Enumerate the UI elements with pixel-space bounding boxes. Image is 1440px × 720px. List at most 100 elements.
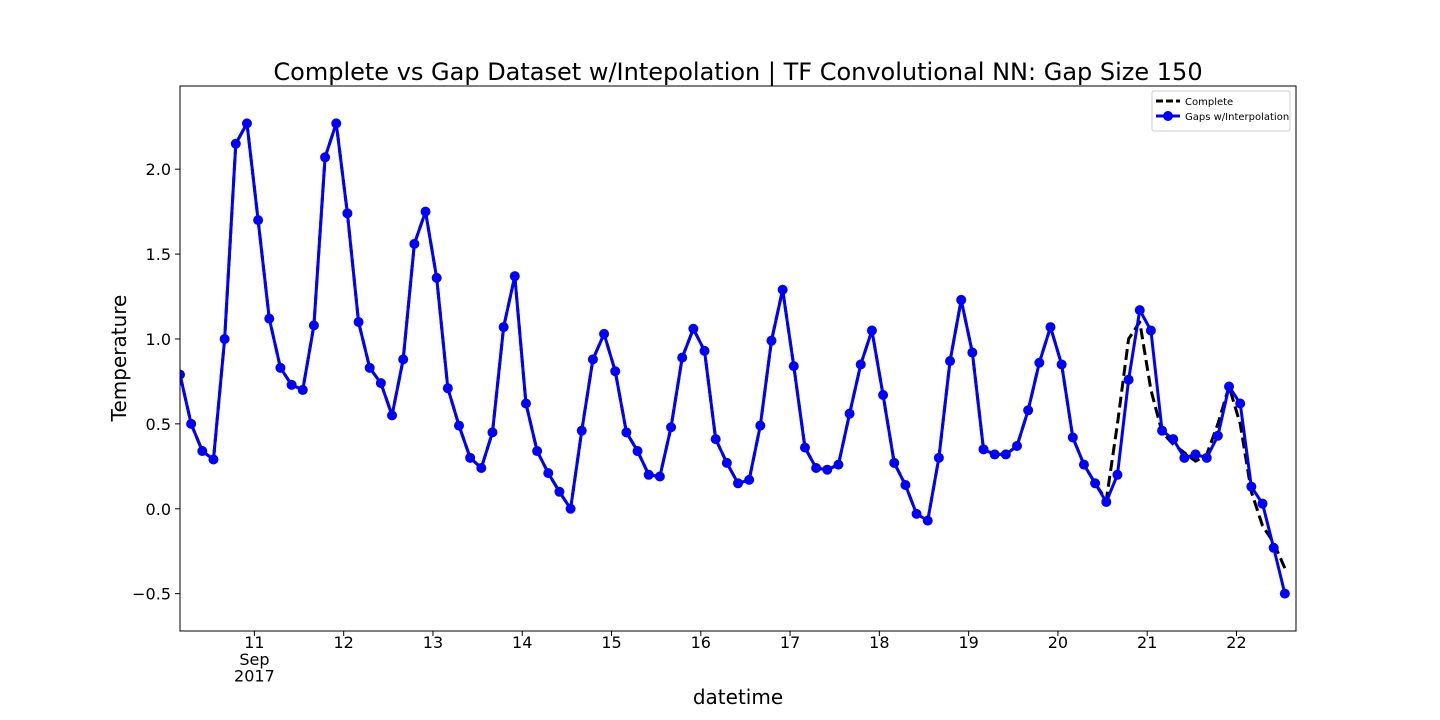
series-marker xyxy=(532,446,543,457)
series-marker xyxy=(230,138,241,149)
series-marker xyxy=(1201,452,1212,463)
x-tick-label: 11 Sep 2017 xyxy=(234,633,275,686)
series-marker xyxy=(632,446,643,457)
series-marker xyxy=(554,486,565,497)
x-tick-label: 16 xyxy=(691,633,711,652)
series-marker xyxy=(1067,432,1078,443)
series-marker xyxy=(967,347,978,358)
y-tick-label: 0.0 xyxy=(146,500,171,519)
series-marker xyxy=(387,410,398,421)
series-marker xyxy=(587,354,598,365)
chart-title: Complete vs Gap Dataset w/Intepolation |… xyxy=(273,58,1202,86)
series-marker xyxy=(1012,440,1022,451)
series-marker xyxy=(320,152,331,163)
series-marker xyxy=(286,379,297,390)
series-marker xyxy=(331,118,342,129)
series-marker xyxy=(777,284,788,295)
series-marker xyxy=(420,206,431,217)
y-tick-label: 1.0 xyxy=(146,330,171,349)
series-marker xyxy=(654,471,665,482)
series-marker xyxy=(1224,381,1235,392)
series-marker xyxy=(565,503,576,514)
series-marker xyxy=(677,352,688,363)
series-marker xyxy=(241,118,252,129)
legend-marker xyxy=(1163,111,1173,121)
series-marker xyxy=(733,478,743,489)
series-marker xyxy=(1056,359,1067,370)
series-marker xyxy=(922,515,933,526)
y-tick-label: 0.5 xyxy=(146,415,171,434)
series-marker xyxy=(710,434,721,445)
y-tick-label: −0.5 xyxy=(132,585,171,604)
series-marker xyxy=(1034,357,1045,368)
series-marker xyxy=(766,335,777,346)
series-marker xyxy=(487,427,498,438)
axes-frame xyxy=(179,85,1297,632)
series-marker xyxy=(1246,481,1257,492)
y-tick-label: 2.0 xyxy=(146,160,171,179)
y-axis-label: Temperature xyxy=(107,295,131,423)
series-marker xyxy=(1134,305,1145,316)
series-marker xyxy=(822,464,833,475)
series-marker xyxy=(297,384,308,395)
series-marker xyxy=(1179,452,1190,463)
x-tick-label: 14 xyxy=(512,633,532,652)
series-marker xyxy=(666,422,677,433)
series-marker xyxy=(1168,434,1179,445)
series-marker xyxy=(844,408,855,419)
series-marker xyxy=(520,398,531,409)
series-marker xyxy=(621,427,632,438)
series-marker xyxy=(308,320,319,331)
x-tick-label: 12 xyxy=(334,633,354,652)
series-marker xyxy=(476,463,487,474)
series-marker xyxy=(253,215,264,226)
series-marker xyxy=(409,238,420,249)
series-marker xyxy=(978,444,989,455)
series-marker xyxy=(442,383,453,394)
series-marker xyxy=(1279,588,1290,599)
series-marker xyxy=(721,457,732,468)
series-marker xyxy=(688,323,699,334)
series-marker xyxy=(454,420,464,431)
series-marker xyxy=(208,454,219,465)
series-marker xyxy=(956,294,967,305)
series-marker xyxy=(599,328,610,339)
x-tick-label: 13 xyxy=(423,633,443,652)
series-marker xyxy=(799,442,810,453)
series-marker xyxy=(1235,398,1246,409)
series-marker xyxy=(364,362,375,373)
series-marker xyxy=(855,359,866,370)
x-tick-label: 17 xyxy=(780,633,800,652)
series-marker xyxy=(933,452,944,463)
series-marker xyxy=(576,425,587,436)
plot-area xyxy=(180,118,1290,599)
series-marker xyxy=(1157,425,1168,436)
series-marker xyxy=(989,449,1000,460)
x-axis-label: datetime xyxy=(693,685,783,709)
series-marker xyxy=(1123,374,1134,385)
series-marker xyxy=(1145,325,1156,336)
series-marker xyxy=(889,457,900,468)
series-marker xyxy=(1268,542,1279,553)
series-marker xyxy=(1190,449,1201,460)
series-marker xyxy=(509,271,520,282)
series-marker xyxy=(219,333,230,344)
legend: Complete Gaps w/Interpolation xyxy=(1151,90,1291,132)
series-marker xyxy=(1257,498,1268,509)
series-marker xyxy=(1023,405,1034,416)
x-tick-label: 20 xyxy=(1048,633,1068,652)
series-marker xyxy=(755,420,766,431)
series-marker xyxy=(866,325,877,336)
series-marker xyxy=(811,463,822,474)
x-tick-label: 22 xyxy=(1226,633,1246,652)
series-marker xyxy=(788,361,799,372)
series-marker xyxy=(699,345,710,356)
x-tick-label: 15 xyxy=(601,633,621,652)
series-marker xyxy=(275,362,286,373)
series-marker xyxy=(911,508,922,519)
series-marker xyxy=(643,469,654,480)
series-marker xyxy=(945,356,956,367)
series-marker xyxy=(610,366,621,377)
